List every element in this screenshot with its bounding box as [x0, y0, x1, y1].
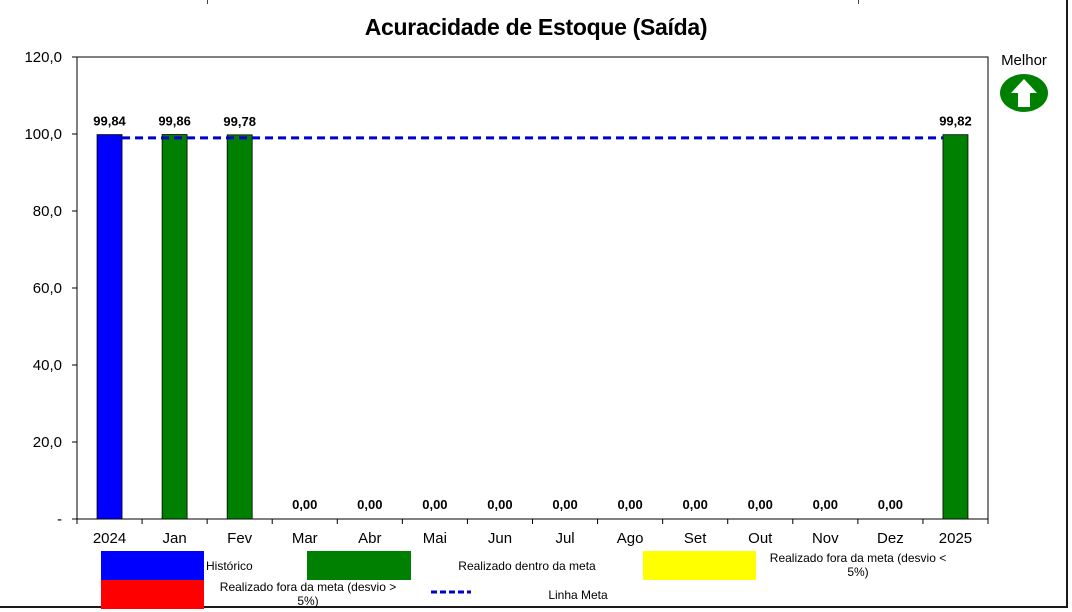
x-tick-label: Mai [423, 530, 447, 547]
x-tick-label: 2024 [93, 530, 126, 547]
legend-swatch-dentro-meta [307, 551, 411, 580]
frame-tick [858, 0, 859, 4]
x-tick-label: Jan [163, 530, 187, 547]
x-tick-label: Set [684, 530, 707, 547]
x-tick-label: Jul [555, 530, 574, 547]
y-tick-label: 40,0 [33, 357, 62, 374]
data-label: 99,84 [93, 114, 126, 129]
data-label: 0,00 [552, 497, 577, 512]
bar-2025 [942, 134, 969, 520]
data-label: 0,00 [813, 497, 838, 512]
y-tick-label: - [57, 511, 62, 528]
better-label: Melhor [1001, 52, 1047, 69]
x-tick-label: Mar [292, 530, 318, 547]
better-indicator: Melhor [992, 52, 1056, 113]
legend-label-meta-line: Linha Meta [548, 588, 608, 602]
y-tick-label: 120,0 [24, 49, 62, 66]
data-label: 99,82 [939, 114, 972, 129]
y-tick-label: 100,0 [24, 126, 62, 143]
legend-swatch-meta-line [431, 590, 471, 594]
data-label: 0,00 [617, 497, 642, 512]
data-label: 0,00 [748, 497, 773, 512]
frame-tick [207, 0, 208, 4]
x-tick-label: Fev [227, 530, 253, 547]
x-tick-label: Out [748, 530, 773, 547]
x-tick-label: Ago [617, 530, 644, 547]
y-tick-label: 20,0 [33, 434, 62, 451]
data-label: 0,00 [422, 497, 447, 512]
legend-swatch-fora-maior [101, 580, 204, 609]
x-tick-label: Dez [877, 530, 904, 547]
data-label: 0,00 [292, 497, 317, 512]
data-label: 0,00 [357, 497, 382, 512]
x-tick-label: Abr [358, 530, 381, 547]
legend-label-historico: Histórico [206, 559, 253, 573]
legend-label-fora-maior: Realizado fora da meta (desvio > 5%) [219, 580, 397, 608]
chart-title: Acuracidade de Estoque (Saída) [364, 14, 708, 40]
y-tick-label: 80,0 [33, 203, 62, 220]
bar-2024 [96, 134, 123, 520]
plot-area [76, 56, 989, 520]
data-label: 0,00 [878, 497, 903, 512]
legend-label-fora-menor: Realizado fora da meta (desvio < 5%) [769, 551, 947, 579]
data-label: 0,00 [683, 497, 708, 512]
bar-jan [161, 134, 188, 520]
x-tick-label: 2025 [939, 530, 972, 547]
legend-swatch-historico [101, 551, 204, 580]
bar-fev [226, 134, 253, 520]
data-label: 99,86 [158, 114, 191, 129]
y-tick-label: 60,0 [33, 280, 62, 297]
data-label: 99,78 [223, 114, 256, 129]
x-tick-label: Nov [812, 530, 839, 547]
up-arrow-icon [1000, 74, 1048, 112]
legend-label-dentro-meta: Realizado dentro da meta [458, 559, 596, 573]
data-label: 0,00 [487, 497, 512, 512]
x-tick-label: Jun [488, 530, 512, 547]
legend-swatch-fora-menor [643, 551, 756, 580]
